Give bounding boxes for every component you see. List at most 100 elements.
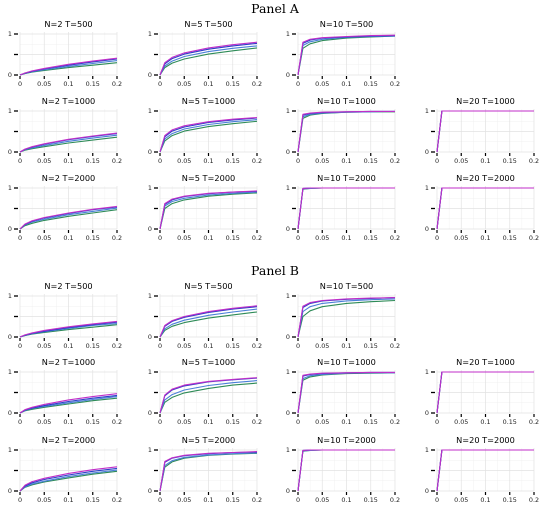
series-line [19, 57, 118, 76]
y-tick-label: 1 [286, 292, 290, 300]
x-tick-label: 0 [296, 234, 300, 242]
panel-b-title: Panel B [251, 263, 299, 278]
x-tick-label: 0 [18, 496, 22, 504]
y-tick-label: 1 [425, 446, 429, 454]
subplot: N=5 T=1000 0 1 0 0.05 0.1 0.15 0.2 [148, 96, 262, 165]
x-tick-label: 0.05 [37, 496, 51, 504]
subplot: N=2 T=500 0 1 0 0.05 0.1 0.15 0.2 [8, 19, 122, 88]
subplot: N=20 T=2000 0 1 0 0.05 0.1 0.15 0.2 [425, 173, 539, 242]
x-tick-label: 0.1 [480, 496, 490, 504]
x-tick-label: 0.05 [37, 418, 51, 426]
x-tick-label: 0 [18, 80, 22, 88]
y-tick-label: 1 [8, 30, 12, 38]
subplot-title: N=2 T=1000 [42, 357, 96, 367]
y-tick-label: 1 [425, 107, 429, 115]
subplot-title: N=5 T=500 [184, 19, 232, 29]
x-tick-label: 0.2 [112, 157, 122, 165]
x-tick-label: 0.2 [390, 157, 400, 165]
subplot-title: N=2 T=500 [44, 281, 92, 291]
x-tick-label: 0.1 [63, 80, 73, 88]
x-tick-label: 0.15 [86, 80, 100, 88]
x-tick-label: 0.05 [177, 342, 191, 350]
x-tick-label: 0.15 [226, 418, 240, 426]
x-tick-label: 0.05 [454, 418, 468, 426]
x-tick-label: 0.15 [226, 342, 240, 350]
series-line [159, 451, 258, 492]
series-line [297, 110, 395, 153]
x-tick-label: 0.1 [341, 157, 351, 165]
x-tick-label: 0 [158, 80, 162, 88]
subplot-title: N=5 T=500 [184, 281, 232, 291]
x-tick-label: 0.15 [226, 157, 240, 165]
x-tick-label: 0.15 [364, 342, 378, 350]
series-line [159, 380, 258, 414]
series-line [297, 371, 395, 414]
subplot-title: N=20 T=1000 [456, 357, 515, 367]
subplot: N=2 T=2000 0 1 0 0.05 0.1 0.15 0.2 [8, 435, 122, 504]
x-tick-label: 0.1 [63, 234, 73, 242]
y-tick-label: 0 [425, 225, 429, 233]
x-tick-label: 0.05 [37, 157, 51, 165]
subplot-title: N=10 T=500 [320, 281, 374, 291]
x-tick-label: 0.1 [203, 342, 213, 350]
series-line [436, 371, 534, 414]
x-tick-label: 0.2 [529, 234, 539, 242]
x-tick-label: 0.15 [364, 418, 378, 426]
subplot: N=10 T=1000 0 1 0 0.05 0.1 0.15 0.2 [286, 357, 400, 426]
subplot: N=20 T=1000 0 1 0 0.05 0.1 0.15 0.2 [425, 96, 539, 165]
y-tick-label: 0 [8, 487, 12, 495]
x-tick-label: 0.1 [63, 418, 73, 426]
x-tick-label: 0.05 [177, 80, 191, 88]
y-tick-label: 0 [286, 225, 290, 233]
series-line [297, 34, 396, 76]
series-line [19, 466, 118, 492]
x-tick-label: 0.05 [315, 80, 329, 88]
series-line [19, 132, 118, 153]
x-tick-label: 0.05 [177, 496, 191, 504]
x-tick-label: 0.05 [315, 157, 329, 165]
x-tick-label: 0.2 [390, 234, 400, 242]
x-tick-label: 0 [296, 418, 300, 426]
x-tick-label: 0.2 [112, 496, 122, 504]
y-tick-label: 1 [148, 107, 152, 115]
x-tick-label: 0.2 [529, 418, 539, 426]
subplot-title: N=5 T=2000 [182, 173, 236, 183]
y-tick-label: 0 [286, 333, 290, 341]
x-tick-label: 0.05 [37, 342, 51, 350]
y-tick-label: 0 [148, 225, 152, 233]
series-line [159, 119, 258, 153]
x-tick-label: 0.2 [390, 80, 400, 88]
series-line [19, 393, 118, 414]
x-tick-label: 0 [435, 157, 439, 165]
subplot: N=5 T=1000 0 1 0 0.05 0.1 0.15 0.2 [148, 357, 262, 426]
subplot-title: N=2 T=2000 [42, 173, 96, 183]
series-line [297, 297, 396, 338]
x-tick-label: 0.1 [63, 496, 73, 504]
x-tick-label: 0 [158, 157, 162, 165]
x-tick-label: 0 [435, 496, 439, 504]
subplot-title: N=5 T=1000 [182, 96, 236, 106]
x-tick-label: 0.2 [390, 496, 400, 504]
subplot: N=5 T=500 0 1 0 0.05 0.1 0.15 0.2 [148, 281, 262, 350]
subplot-title: N=2 T=500 [44, 19, 92, 29]
chart-grid: N=2 T=500 0 1 0 0.05 0.1 0.15 0.2 N=5 T=500 0 1 0 0.… [8, 19, 539, 504]
y-tick-label: 1 [425, 368, 429, 376]
y-tick-label: 1 [286, 446, 290, 454]
x-tick-label: 0.15 [86, 342, 100, 350]
y-tick-label: 0 [8, 225, 12, 233]
x-tick-label: 0.05 [177, 418, 191, 426]
x-tick-label: 0.15 [86, 418, 100, 426]
y-tick-label: 0 [425, 409, 429, 417]
x-tick-label: 0.1 [480, 157, 490, 165]
x-tick-label: 0.15 [86, 496, 100, 504]
series-line [436, 110, 534, 153]
x-tick-label: 0.1 [63, 157, 73, 165]
y-tick-label: 1 [148, 184, 152, 192]
x-tick-label: 0.15 [226, 234, 240, 242]
x-tick-label: 0.1 [341, 342, 351, 350]
subplot-title: N=5 T=2000 [182, 435, 236, 445]
series-line [19, 205, 118, 230]
x-tick-label: 0.05 [315, 418, 329, 426]
subplot-title: N=20 T=2000 [456, 173, 515, 183]
